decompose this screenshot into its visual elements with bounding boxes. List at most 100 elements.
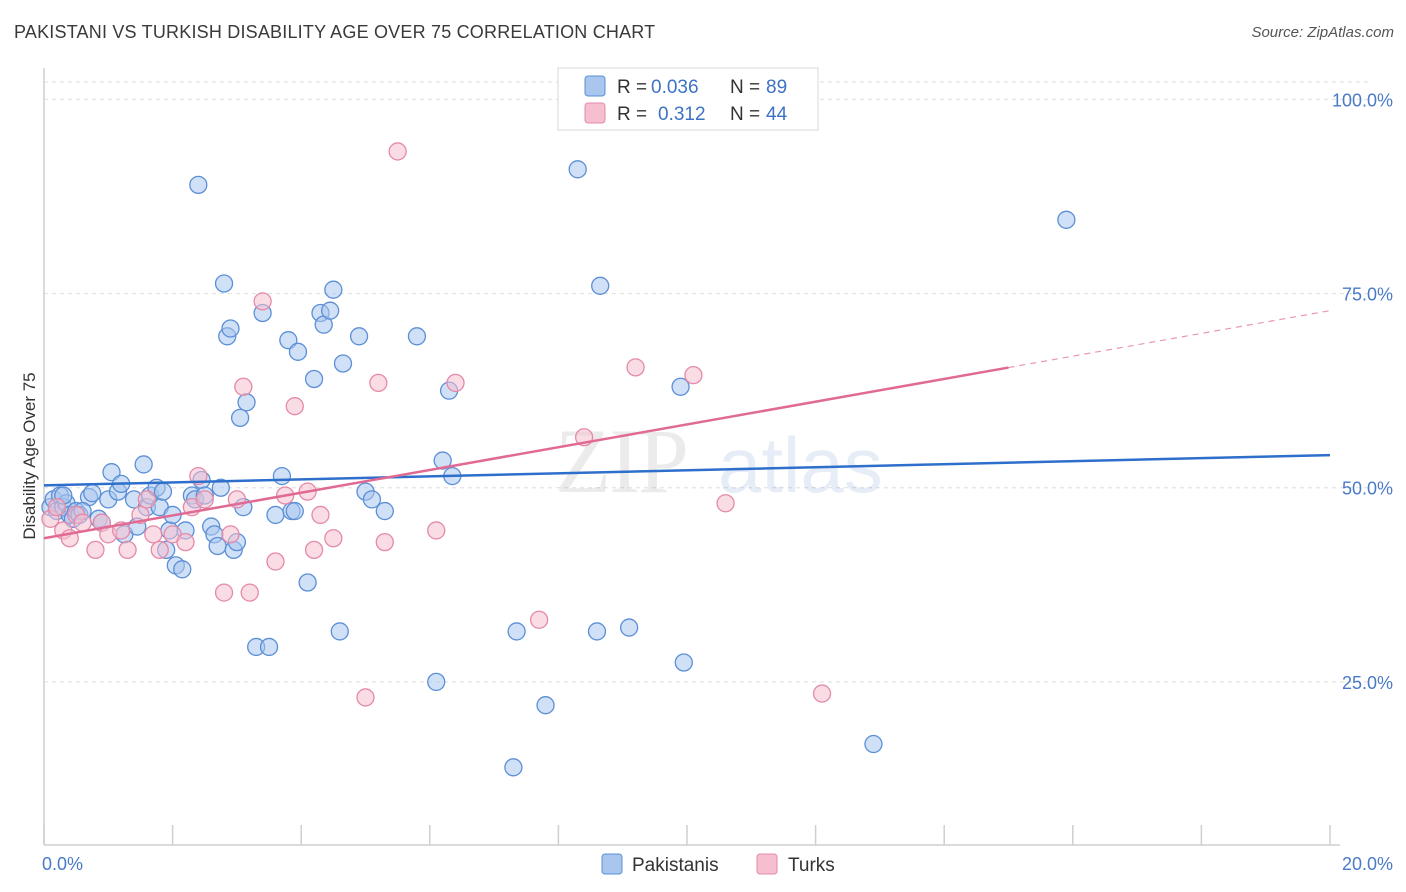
legend-swatch-turks (584, 102, 606, 124)
legend-n-label-pakistanis: N = (730, 77, 760, 98)
turks-point-21 (221, 525, 240, 544)
bottom-legend-swatch-pakistanis (601, 853, 623, 875)
turks-point-41 (626, 358, 645, 377)
bottom-legend-label-pakistanis: Pakistanis (632, 855, 719, 876)
turks-point-20 (214, 583, 234, 602)
pakistanis-point-81 (591, 276, 610, 295)
turks-point-18 (189, 466, 208, 486)
watermark-atlas: atlas (718, 421, 883, 509)
y-tick-label-75: 75.0% (1342, 285, 1393, 305)
pakistanis-point-66 (333, 354, 353, 373)
turks-point-24 (240, 583, 259, 602)
turks-point-30 (304, 540, 324, 560)
turks-point-5 (73, 513, 92, 532)
pakistanis-point-63 (320, 301, 340, 320)
pakistanis-point-44 (221, 319, 240, 338)
watermark-zip: ZIP (555, 410, 687, 512)
y-tick-label-100: 100.0% (1332, 90, 1393, 110)
turks-point-19 (195, 490, 214, 509)
pakistanis-point-54 (272, 466, 292, 486)
pakistanis-point-47 (230, 408, 250, 427)
turks-point-34 (369, 373, 388, 393)
pakistanis-point-57 (285, 501, 304, 521)
pakistanis-point-67 (349, 327, 369, 346)
turks-point-37 (427, 521, 446, 540)
pakistanis-point-79 (568, 160, 587, 179)
pakistanis-point-53 (266, 505, 285, 525)
legend-swatch-pakistanis (584, 75, 606, 97)
pakistanis-point-84 (674, 653, 693, 672)
pakistanis-point-85 (864, 734, 883, 754)
bottom-legend-label-turks: Turks (788, 855, 835, 876)
legend-r-value-turks: 0.312 (658, 104, 706, 125)
pakistanis-point-41 (211, 478, 230, 497)
y-axis-title: Disability Age Over 75 (20, 372, 39, 539)
pakistanis-points (41, 160, 1076, 777)
source-credit: Source: ZipAtlas.com (1251, 24, 1394, 41)
turks-point-45 (812, 684, 832, 703)
turks-point-23 (234, 377, 253, 396)
pakistanis-point-55 (279, 331, 298, 350)
watermark: ZIP atlas (555, 410, 883, 512)
turks-point-35 (375, 532, 394, 552)
turks-point-12 (137, 490, 157, 509)
turks-trend-line (43, 366, 1009, 540)
legend-n-value-pakistanis: 89 (766, 77, 787, 98)
legend: R = 0.036 N = 89 R = 0.312 N = 44 (557, 67, 819, 131)
legend-n-label-turks: N = (730, 104, 760, 125)
pakistanis-point-35 (189, 175, 208, 194)
turks-point-39 (529, 610, 549, 629)
pakistanis-point-31 (173, 560, 192, 579)
turks-point-6 (86, 540, 105, 560)
turks-point-26 (266, 552, 285, 571)
bottom-legend: Pakistanis Turks (601, 853, 835, 876)
pakistanis-point-80 (587, 622, 607, 641)
pakistanis-point-64 (324, 280, 343, 299)
pakistanis-point-60 (304, 369, 324, 389)
turks-point-28 (285, 397, 304, 416)
pakistanis-point-21 (134, 455, 153, 474)
x-tick-label-max: 20.0% (1342, 854, 1393, 874)
pakistanis-point-42 (214, 274, 234, 293)
legend-n-value-turks: 44 (766, 104, 788, 125)
pakistanis-point-78 (536, 696, 555, 715)
turks-points (41, 90, 832, 707)
pakistanis-point-15 (102, 463, 121, 482)
turks-point-10 (118, 540, 137, 560)
pakistanis-point-77 (507, 622, 526, 641)
legend-r-value-pakistanis: 0.036 (651, 77, 699, 98)
y-tick-label-50: 50.0% (1342, 479, 1393, 499)
turks-point-43 (716, 494, 735, 513)
turks-point-36 (388, 142, 407, 161)
pakistanis-point-70 (375, 501, 394, 521)
turks-point-33 (356, 688, 375, 707)
turks-point-14 (150, 540, 169, 560)
turks-point-1 (47, 498, 67, 517)
pakistanis-point-83 (671, 377, 690, 396)
turks-point-42 (684, 365, 703, 385)
trend-lines (43, 310, 1331, 540)
turks-point-31 (311, 505, 330, 525)
pakistanis-point-11 (83, 484, 102, 503)
turks-point-13 (144, 525, 163, 544)
chart-title: PAKISTANI VS TURKISH DISABILITY AGE OVER… (14, 22, 656, 42)
turks-point-32 (324, 529, 343, 548)
turks-point-25 (253, 292, 272, 311)
legend-r-label-turks: R = (617, 104, 647, 125)
y-tick-labels: 25.0% 50.0% 75.0% 100.0% (1332, 90, 1393, 692)
pakistanis-point-52 (259, 637, 279, 657)
pakistanis-point-72 (427, 672, 446, 692)
pakistanis-point-26 (153, 482, 173, 501)
pakistanis-point-76 (504, 758, 523, 777)
pakistanis-point-73 (433, 451, 452, 470)
turks-point-16 (176, 532, 195, 552)
legend-r-label-pakistanis: R = (617, 77, 647, 98)
turks-point-38 (446, 373, 465, 393)
pakistanis-point-71 (407, 327, 427, 346)
turks-trend-line-extension (1008, 310, 1331, 369)
pakistanis-point-65 (330, 622, 349, 641)
pakistanis-trend-line (43, 453, 1331, 487)
pakistanis-point-82 (619, 618, 639, 637)
pakistanis-point-49 (237, 393, 256, 412)
